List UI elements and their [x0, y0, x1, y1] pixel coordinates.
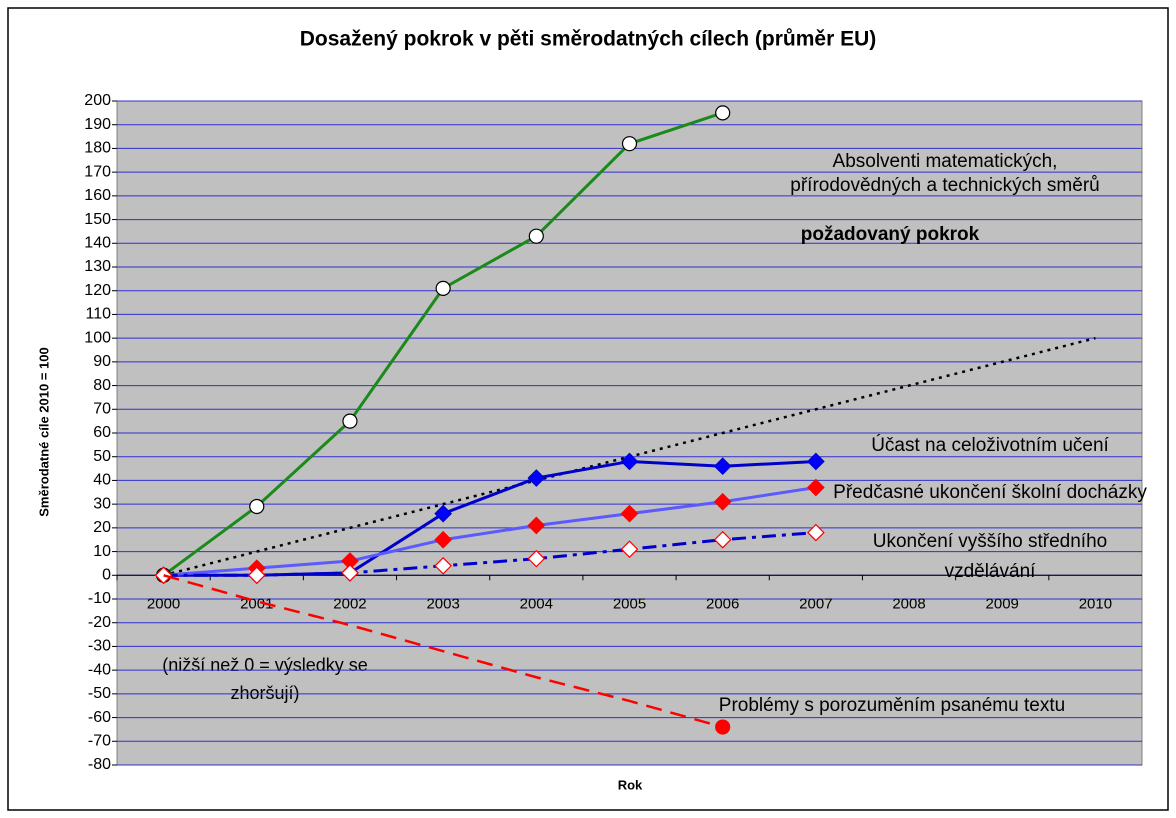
y-tick-label: -70	[88, 733, 111, 750]
x-tick-label: 2009	[986, 595, 1019, 612]
y-tick-label: 150	[84, 211, 111, 228]
data-point	[527, 469, 546, 487]
series-label: Ukončení vyššího středního	[873, 531, 1107, 552]
y-tick-label: 10	[93, 543, 111, 560]
data-point	[528, 228, 544, 244]
series-label: Problémy s porozuměním psanému textu	[719, 695, 1065, 716]
data-point	[807, 478, 825, 497]
data-point	[527, 549, 546, 568]
y-tick-label: 100	[84, 329, 111, 346]
y-tick-label: 60	[93, 424, 111, 441]
y-tick-label: 70	[93, 401, 111, 418]
y-tick-label: -50	[88, 685, 111, 702]
y-axis-label: Směrodatné cíle 2010 = 100	[36, 347, 51, 516]
y-tick-label: 90	[93, 353, 111, 370]
y-tick-label: 180	[84, 140, 111, 157]
y-tick-label: -30	[88, 638, 111, 655]
series-line	[163, 486, 817, 577]
x-tick-label: 2005	[613, 595, 646, 612]
y-tick-label: 30	[93, 495, 111, 512]
series-line	[163, 531, 816, 577]
y-tick-label: -20	[88, 614, 111, 631]
data-point	[341, 564, 359, 582]
series-label: požadovaný pokrok	[801, 224, 980, 245]
data-point	[713, 492, 732, 511]
series-line	[163, 459, 816, 577]
y-tick-label: 140	[84, 235, 111, 252]
y-tick-label: 110	[85, 306, 111, 323]
y-tick-label: 190	[84, 116, 111, 133]
data-point	[249, 498, 265, 515]
y-tick-label: 130	[84, 258, 111, 275]
x-tick-label: 2006	[706, 595, 739, 612]
data-point	[621, 136, 638, 152]
y-tick-label: 200	[84, 92, 111, 109]
x-tick-label: 2008	[892, 595, 925, 612]
y-tick-label: 0	[102, 567, 111, 584]
series-label: Předčasné ukončení školní docházky	[833, 482, 1147, 503]
x-axis-label: Rok	[618, 777, 643, 792]
y-tick-label: -60	[88, 709, 111, 726]
x-tick-label: 2007	[799, 595, 832, 612]
x-tick-label: 2002	[333, 595, 366, 612]
y-tick-label: 80	[93, 377, 111, 394]
data-point	[713, 530, 732, 549]
annotation: (nižší než 0 = výsledky se	[162, 655, 368, 675]
y-tick-label: 160	[84, 187, 111, 204]
data-point	[342, 413, 358, 429]
series-label: přírodovědných a technických směrů	[790, 175, 1099, 196]
series-line	[163, 574, 724, 729]
data-point	[620, 504, 639, 523]
series-label: Absolventi matematických,	[833, 151, 1058, 172]
data-point	[434, 556, 452, 575]
y-tick-label: 20	[93, 519, 111, 536]
annotation: zhoršují)	[230, 683, 299, 703]
y-tick-label: -40	[88, 661, 111, 678]
y-tick-label: 50	[93, 448, 111, 465]
y-tick-label: -80	[88, 756, 111, 773]
y-tick-label: 40	[93, 472, 111, 489]
y-tick-label: 170	[84, 163, 111, 180]
x-tick-label: 2010	[1079, 595, 1112, 612]
data-point	[527, 516, 546, 535]
data-point	[807, 523, 825, 542]
data-point	[434, 504, 452, 523]
data-point	[620, 540, 639, 559]
data-point	[715, 105, 731, 121]
y-tick-label: -10	[88, 590, 111, 607]
x-tick-label: 2000	[147, 595, 180, 612]
x-tick-label: 2003	[426, 595, 459, 612]
x-tick-label: 2004	[520, 595, 553, 612]
y-tick-label: 120	[84, 282, 111, 299]
data-point	[620, 452, 639, 471]
data-point	[434, 530, 452, 549]
chart-title: Dosažený pokrok v pěti směrodatných cíle…	[300, 28, 877, 51]
series-label: vzdělávání	[945, 561, 1037, 582]
data-point	[715, 719, 731, 735]
data-point	[247, 566, 266, 585]
data-point	[435, 280, 451, 296]
data-point	[807, 452, 825, 471]
data-point	[713, 457, 732, 476]
series-label: Účast na celoživotním učení	[871, 434, 1109, 456]
